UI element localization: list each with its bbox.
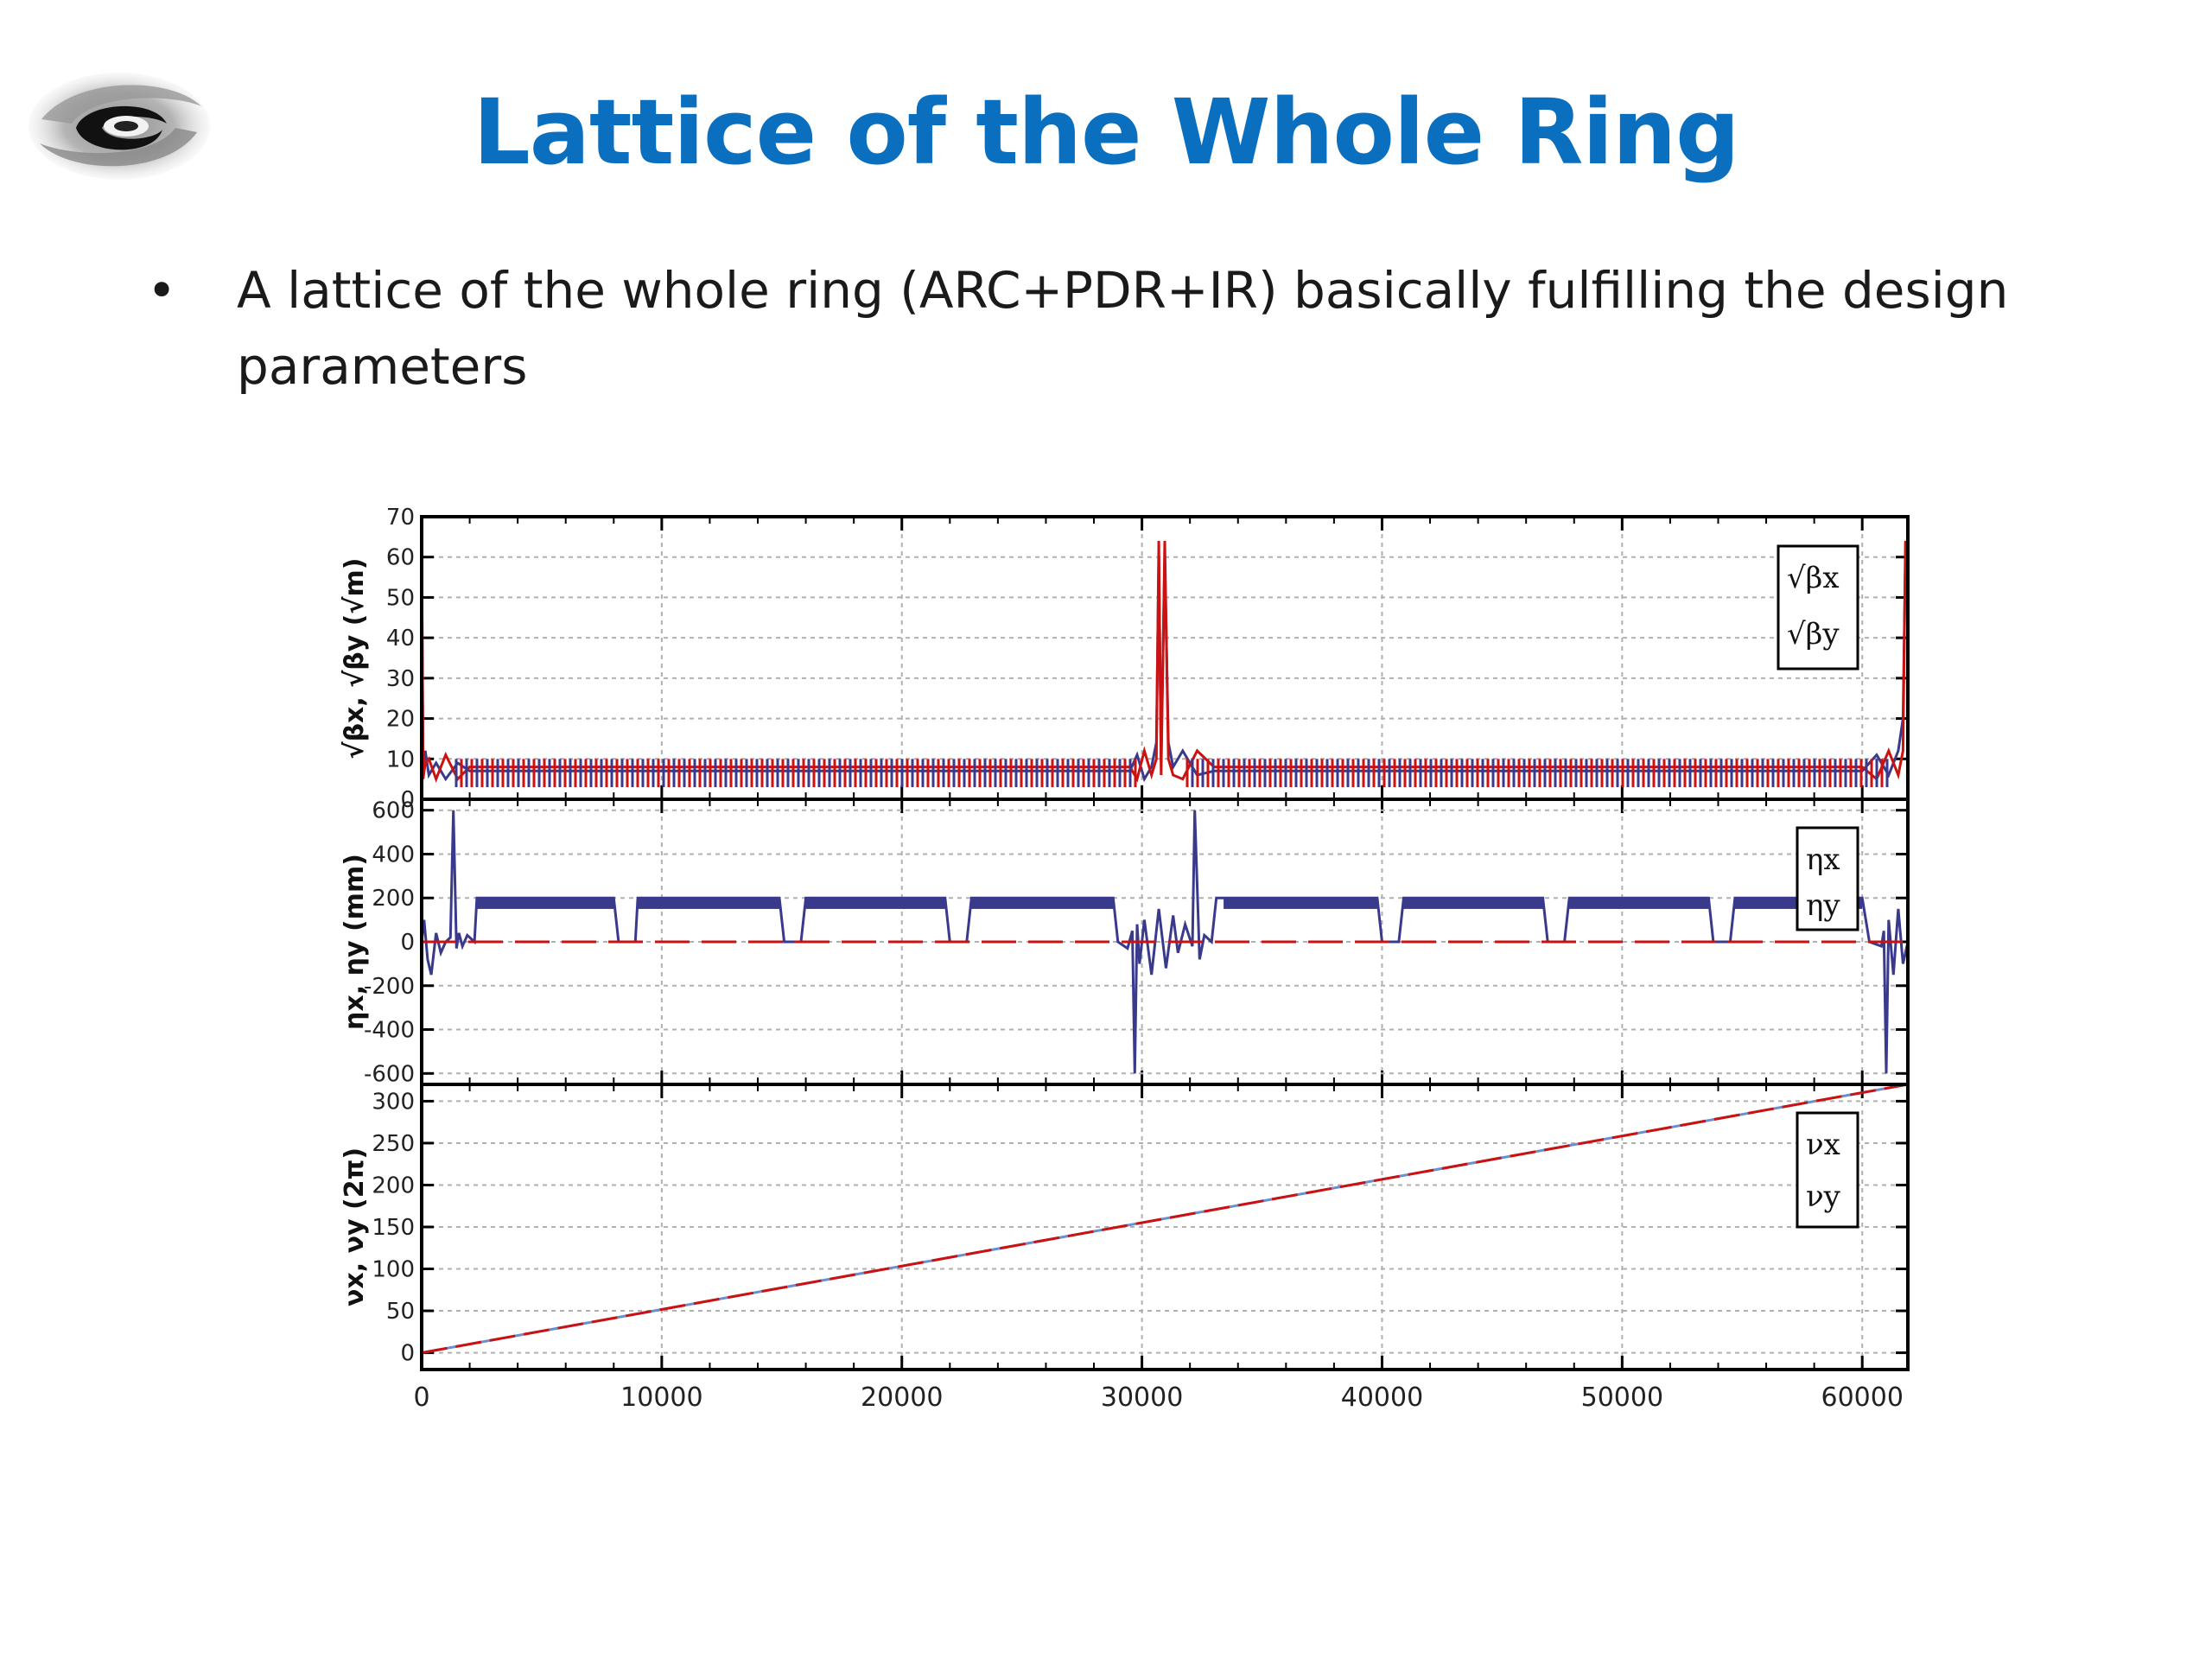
legend-box [1796,1111,1859,1229]
y-tick-label: 30 [386,666,415,692]
y-tick-label: 250 [372,1131,415,1157]
dispersion-block [1224,898,1377,909]
y-tick-label: 40 [386,626,415,652]
bullet-marker: • [147,261,177,320]
y-axis-title: √βx, √βy (√m) [340,558,370,760]
dispersion-block [971,898,1114,909]
y-tick-label: -600 [364,1061,415,1087]
x-tick-label: 10000 [620,1382,702,1413]
x-tick-label: 50000 [1581,1382,1663,1413]
y-tick-label: 70 [386,505,415,531]
legend-entry: √βx [1787,561,1840,595]
y-tick-label: 50 [386,1299,415,1325]
x-tick-label: 20000 [861,1382,943,1413]
y-tick-label: 200 [372,886,415,912]
legend-entry: νy [1806,1179,1841,1214]
series-line-2 [420,540,1910,783]
slide-title: Lattice of the Whole Ring [473,79,1739,185]
chart-panel-2: -600 -400 -200 0 200 400 600 ηx ηy ηx, ηy (mm) [340,798,1910,1087]
dispersion-block [638,898,780,909]
legend-entry: ηx [1806,842,1840,877]
y-tick-label: 60 [386,545,415,571]
legend-entry: νx [1806,1128,1840,1162]
y-tick-label: 0 [400,787,415,813]
legend-box [1777,544,1859,671]
y-tick-label: 300 [372,1089,415,1115]
institute-logo [29,73,210,180]
dispersion-block [1569,898,1709,909]
series-line-2 [421,1083,1909,1355]
y-tick-label: 600 [372,798,415,824]
y-tick-label: 0 [400,1341,415,1367]
beta-oscillation-band [454,759,1889,787]
legend-entry: √βy [1787,617,1840,652]
y-tick-label: 10 [386,747,415,772]
y-tick-label: 150 [372,1215,415,1241]
bullet-text: A lattice of the whole ring (ARC+PDR+IR)… [237,261,2009,396]
dispersion-block [476,898,614,909]
legend-box [1796,826,1859,931]
x-tick-label: 60000 [1821,1382,1903,1413]
y-tick-label: 100 [372,1257,415,1283]
chart-panel-1: 0 10 20 30 40 50 60 70 √βx √βy √βx, √βy (√m) [340,505,1910,813]
x-tick-label: 30000 [1101,1382,1183,1413]
y-tick-label: 50 [386,585,415,611]
x-tick-label: 0 [413,1382,429,1413]
y-tick-label: 20 [386,707,415,733]
y-tick-label: -200 [364,974,415,1000]
legend-entry: ηy [1806,888,1840,923]
x-tick-label: 40000 [1341,1382,1423,1413]
y-tick-label: 200 [372,1173,415,1198]
y-tick-label: -400 [364,1018,415,1044]
dispersion-block [805,898,945,909]
y-tick-label: 400 [372,842,415,868]
chart-panel-3: 0 50 100 150 200 250 300 νx νy νx, νy (2π) 0 10000 2… [340,1083,1910,1413]
y-axis-title: ηx, ηy (mm) [340,854,370,1030]
y-tick-label: 0 [400,930,415,956]
dispersion-block [1403,898,1543,909]
y-axis-title: νx, νy (2π) [340,1147,370,1306]
series-line-1 [420,810,1910,1074]
plot-frame [420,1083,1910,1371]
